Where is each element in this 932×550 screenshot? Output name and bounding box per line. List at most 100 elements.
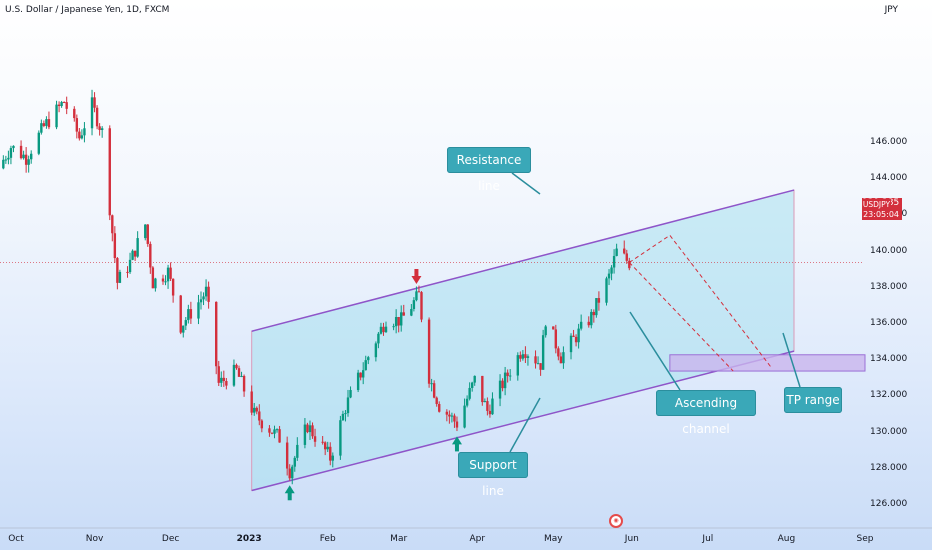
candle-body	[311, 425, 314, 437]
price-tick-label: 140.000	[870, 245, 908, 256]
candle-body	[321, 441, 324, 443]
candle-body	[151, 267, 155, 289]
candle-body	[341, 413, 345, 421]
bar-countdown: 23:05:04	[863, 210, 899, 219]
channel-callout[interactable]: Ascending channel	[656, 390, 756, 436]
candle-body	[57, 104, 61, 107]
candle-body	[432, 383, 436, 398]
candle-body	[2, 159, 5, 169]
candle-body	[445, 411, 449, 415]
candle-body	[569, 335, 573, 353]
candle-body	[144, 224, 147, 239]
time-tick-label: Aug	[777, 534, 796, 544]
candle-body	[308, 425, 312, 433]
candle-body	[465, 398, 469, 406]
price-tick-label: 134.000	[870, 354, 908, 365]
candle-body	[508, 375, 512, 377]
candle-body	[237, 368, 241, 377]
symbol-badge: USDJPY	[862, 199, 891, 210]
candle-body	[296, 444, 299, 458]
candle-body	[128, 259, 132, 273]
candle-body	[83, 128, 86, 136]
candle-body	[108, 128, 111, 216]
candle-body	[577, 328, 580, 343]
time-tick-label: Feb	[319, 534, 336, 544]
sell-arrow-stem	[414, 268, 419, 277]
candle-body	[344, 413, 347, 415]
candle-body	[250, 391, 253, 413]
candle-body	[539, 363, 542, 370]
candle-body	[430, 383, 433, 385]
candle-body	[506, 372, 509, 377]
candle-body	[572, 335, 575, 337]
candle-body	[516, 355, 519, 376]
candle-body	[306, 424, 309, 433]
time-tick-label: Sep	[856, 534, 874, 544]
candle-body	[242, 375, 246, 392]
candle-body	[30, 153, 33, 160]
candle-body	[207, 286, 210, 302]
candle-body	[136, 238, 139, 257]
price-tick-label: 136.000	[870, 318, 908, 328]
candle-body	[73, 108, 76, 119]
candle-body	[255, 407, 258, 412]
resistance-callout[interactable]: Resistance line	[447, 147, 531, 193]
candle-body	[481, 375, 484, 403]
price-tick-label: 128.000	[870, 462, 908, 473]
support-line	[251, 350, 795, 492]
candle-body	[149, 243, 152, 268]
candle-body	[607, 273, 611, 279]
candle-body	[628, 260, 631, 269]
candle-body	[331, 455, 334, 461]
candle-body	[133, 250, 137, 257]
candle-body	[179, 295, 182, 333]
price-tick-label: 132.000	[870, 390, 908, 401]
candle-body	[154, 278, 157, 289]
candle-body	[491, 398, 494, 415]
candle-body	[587, 321, 590, 326]
candle-body	[615, 248, 618, 256]
candle-body	[625, 253, 628, 261]
candle-body	[166, 267, 170, 282]
candle-body	[554, 329, 558, 349]
candle-body	[118, 271, 122, 283]
resistance-callout-pointer	[511, 172, 541, 195]
candle-body	[592, 311, 596, 316]
candle-body	[438, 404, 441, 412]
candle-body	[339, 420, 342, 456]
candle-body	[483, 401, 487, 403]
channel-area	[251, 189, 795, 492]
candle-body	[488, 410, 492, 415]
buy-arrow-icon	[284, 485, 295, 494]
candle-body	[595, 298, 598, 316]
candle-body	[100, 128, 104, 130]
candle-body	[273, 429, 276, 434]
candle-body	[202, 296, 205, 300]
tp-callout[interactable]: TP range	[784, 387, 842, 413]
support-callout[interactable]: Support line	[458, 452, 528, 498]
candle-body	[182, 325, 185, 333]
candle-body	[541, 335, 545, 370]
candle-body	[65, 102, 68, 109]
candle-body	[164, 281, 167, 283]
candle-body	[394, 316, 398, 327]
candle-body	[240, 375, 243, 377]
candle-body	[184, 320, 187, 326]
candle-body	[415, 291, 418, 301]
tp-range-zone	[669, 354, 866, 372]
candle-body	[9, 148, 13, 158]
candle-body	[146, 224, 149, 244]
candle-body	[521, 354, 525, 359]
candle-body	[329, 446, 332, 461]
candle-body	[22, 154, 25, 159]
candle-body	[278, 429, 281, 443]
candle-body	[397, 316, 400, 326]
candle-body	[536, 363, 540, 365]
candle-body	[19, 145, 23, 159]
candle-body	[42, 123, 46, 126]
candle-body	[367, 357, 370, 361]
candle-body	[4, 159, 8, 161]
candle-body	[98, 126, 101, 130]
candle-body	[473, 375, 476, 383]
